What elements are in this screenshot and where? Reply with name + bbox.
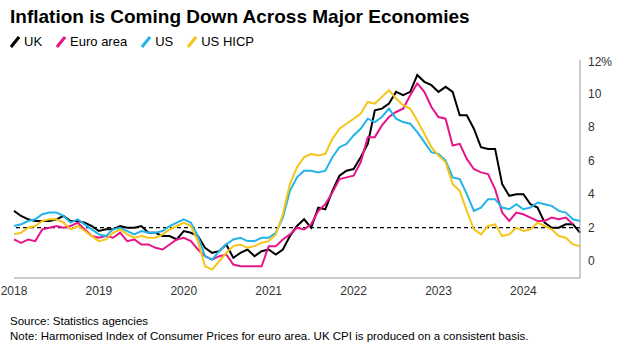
svg-text:8: 8 xyxy=(588,120,595,134)
html-text:Euro area: Euro area xyxy=(70,34,128,49)
html-text:Inflation is Coming Down Acros: Inflation is Coming Down Across Major Ec… xyxy=(10,6,470,27)
svg-text:2023: 2023 xyxy=(425,284,452,298)
html-text:US: US xyxy=(155,34,174,49)
html-text:US HICP: US HICP xyxy=(201,34,254,49)
svg-text:2021: 2021 xyxy=(255,284,282,298)
svg-text:2022: 2022 xyxy=(340,284,367,298)
svg-text:10: 10 xyxy=(588,87,602,101)
html-text:Source: Statistics agencies: Source: Statistics agencies xyxy=(10,315,149,327)
html-text:Note: Harmonised Index of Cons: Note: Harmonised Index of Consumer Price… xyxy=(10,330,529,342)
svg-text:2018: 2018 xyxy=(8,284,28,298)
svg-text:6: 6 xyxy=(588,154,595,168)
svg-text:2019: 2019 xyxy=(86,284,113,298)
html-text:UK: UK xyxy=(24,34,43,49)
svg-text:4: 4 xyxy=(588,187,595,201)
svg-text:2: 2 xyxy=(588,221,595,235)
svg-text:2024: 2024 xyxy=(510,284,537,298)
svg-text:2020: 2020 xyxy=(170,284,197,298)
svg-text:0: 0 xyxy=(588,254,595,268)
svg-text:12%: 12% xyxy=(588,55,612,69)
